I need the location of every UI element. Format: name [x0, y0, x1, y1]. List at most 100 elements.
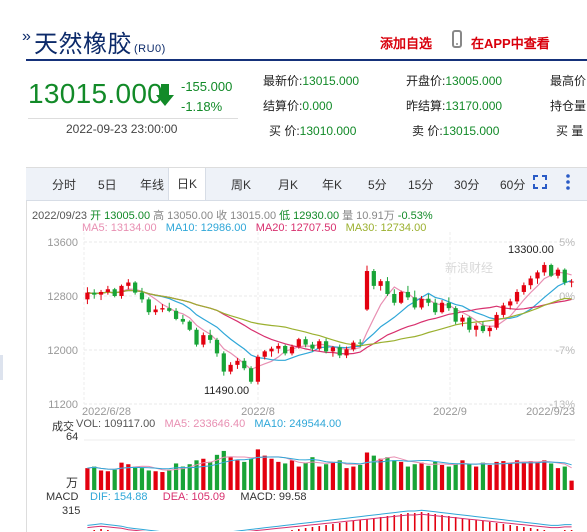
volume-bar — [535, 461, 540, 490]
tab-10[interactable]: 60分 — [500, 178, 526, 192]
current-price: 13015.000 — [28, 78, 164, 109]
macd-bar — [386, 516, 389, 531]
volume-bar — [221, 450, 226, 490]
volume-bar — [569, 480, 574, 490]
volume-bar — [262, 455, 267, 490]
expand-icon[interactable] — [533, 175, 547, 189]
macd-bar — [468, 519, 471, 531]
latest-price-row: 最新价:13015.000 — [263, 74, 360, 88]
x-axis-label: 2022/9 — [433, 406, 467, 418]
info-high: 高 13050.00 — [153, 210, 214, 222]
volume-bar — [255, 449, 261, 490]
macd-bar — [482, 521, 484, 531]
tab-0[interactable]: 分时 — [52, 178, 77, 192]
volume-bar — [112, 469, 117, 490]
macd-bar — [338, 523, 341, 531]
candle-body — [385, 281, 390, 294]
volume-bar — [283, 463, 288, 490]
candle-body — [446, 302, 451, 309]
ma30-line — [87, 289, 572, 347]
macd-bar — [379, 517, 382, 531]
volume-unit-label: 万 — [66, 476, 79, 490]
macd-bar — [502, 524, 505, 531]
candle-body — [167, 308, 172, 311]
settle-price-value: 0.000 — [302, 99, 333, 113]
volume-bar — [248, 458, 254, 490]
open-in-app-button[interactable]: 在APP中查看 — [471, 36, 550, 51]
vol-ma5-value: MA5: 233646.40 — [164, 418, 246, 430]
ohlc-info: 2022/09/23 开 13005.00 高 13050.00 收 13015… — [32, 207, 433, 223]
volume-bar — [508, 463, 513, 490]
candle-body — [187, 321, 192, 330]
candle-body — [201, 335, 206, 345]
macd-bar — [393, 515, 396, 531]
volume-bar — [514, 460, 520, 490]
macd-label: MACD — [46, 491, 79, 503]
open-price-row: 开盘价:13005.000 — [406, 74, 503, 88]
vol-value: VOL: 109117.00 — [76, 418, 156, 430]
volume-bar — [467, 464, 472, 490]
macd-bar — [441, 515, 443, 531]
add-watchlist-button[interactable]: 添加自选 — [380, 36, 433, 51]
candle-body — [460, 317, 465, 322]
candle-body — [126, 282, 131, 286]
prev-settle-value: 13170.000 — [445, 99, 503, 113]
tab-4[interactable]: 周K — [231, 178, 252, 192]
volume-bar — [139, 468, 145, 490]
tab-3[interactable]: 日K — [168, 168, 207, 200]
settle-price-row: 结算价:0.000 — [263, 99, 333, 113]
volume-bar — [228, 457, 233, 490]
volume-bar — [85, 468, 90, 490]
volume-bar — [542, 460, 547, 490]
candle-body — [269, 348, 274, 352]
macd-bar — [352, 521, 355, 531]
volume-bar — [242, 461, 247, 490]
volume-bar — [364, 452, 370, 490]
tab-7[interactable]: 5分 — [368, 178, 387, 192]
header-divider — [26, 59, 587, 61]
price-tick-label: 12000 — [47, 345, 78, 357]
candle-body — [255, 356, 261, 382]
candle-body — [119, 285, 124, 296]
volume-bar — [398, 461, 404, 490]
volume-bar — [549, 463, 554, 490]
tab-9[interactable]: 30分 — [454, 178, 480, 192]
tab-8[interactable]: 15分 — [408, 178, 434, 192]
candle-body — [98, 291, 104, 295]
instrument-title: 天然橡胶 (RU0) — [34, 24, 166, 59]
tab-2[interactable]: 年线 — [140, 178, 165, 192]
candle-body — [371, 271, 376, 286]
volume-bar — [562, 466, 567, 490]
ma30-value: MA30: 12734.00 — [345, 222, 427, 234]
volume-bar — [474, 466, 479, 490]
volume-bar — [487, 465, 492, 490]
volume-bar — [344, 468, 349, 490]
candle-body — [221, 353, 226, 372]
candle-body — [173, 310, 179, 319]
candle-body — [521, 285, 526, 292]
ma-info: MA5: 13134.00 MA10: 12986.00 MA20: 12707… — [82, 222, 426, 234]
quote-header: » 天然橡胶 (RU0) 添加自选 在APP中查看 13015.000 -155.… — [0, 0, 587, 140]
tab-5[interactable]: 月K — [278, 178, 299, 192]
volume-bar — [276, 461, 281, 490]
candle-body — [112, 289, 117, 296]
macd-bar — [488, 522, 491, 531]
macd-bar — [461, 518, 464, 531]
macd-bar — [400, 514, 402, 531]
candle-body — [133, 282, 138, 293]
candle-body — [228, 364, 233, 372]
tab-6[interactable]: 年K — [322, 178, 343, 192]
macd-dea-value: DEA: 105.09 — [162, 491, 226, 503]
title-prefix-icon: » — [22, 28, 31, 45]
more-icon[interactable] — [562, 172, 574, 192]
prev-settle-row: 昨结算:13170.000 — [406, 99, 503, 113]
x-axis-label: 2022/8 — [241, 406, 275, 418]
volume-bar — [521, 462, 526, 490]
macd-info: DIF: 154.88 DEA: 105.09 MACD: 99.58 — [90, 491, 306, 503]
tab-1[interactable]: 5日 — [98, 178, 117, 192]
candle-body — [85, 292, 90, 300]
pct-tick-label: -7% — [555, 345, 575, 357]
candle-body — [160, 308, 165, 310]
macd-bar — [454, 517, 457, 531]
volume-bar — [187, 464, 192, 490]
